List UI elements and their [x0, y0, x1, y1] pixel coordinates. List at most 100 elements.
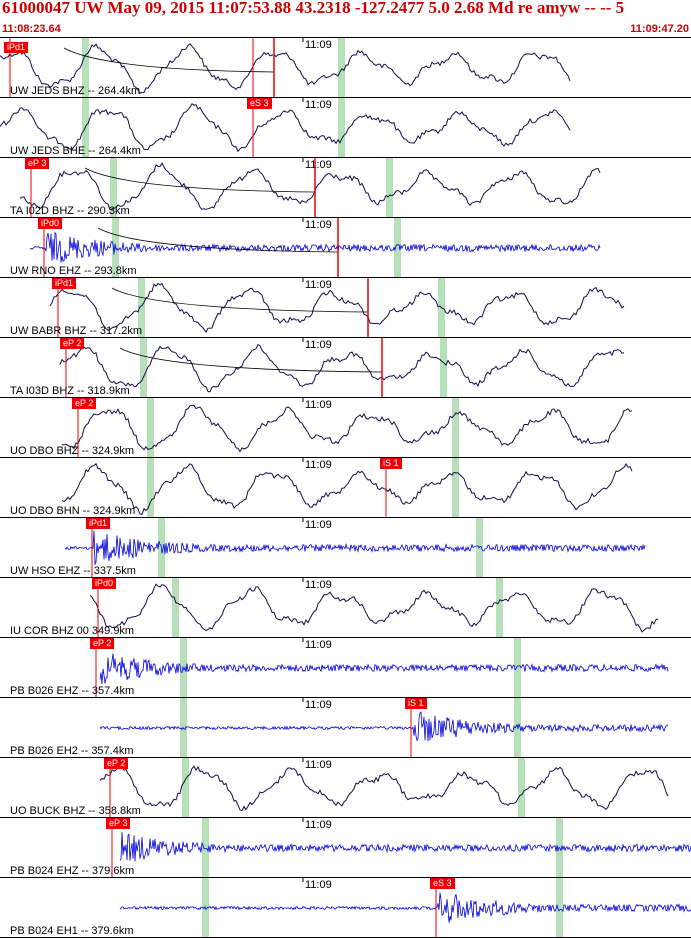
waveform-trace [59, 344, 625, 393]
moveout-band [386, 158, 393, 217]
phase-pick-flag[interactable]: eP 2 [104, 758, 129, 769]
phase-pick-flag[interactable]: eP 2 [72, 398, 97, 409]
waveform-canvas [29, 218, 601, 277]
seismogram-panel[interactable]: 11:09 iPd1 UW HSO EHZ -- 337.5km [0, 517, 691, 577]
seismogram-panel[interactable]: 11:09 eP 2 TA I03D BHZ -- 318.9km [0, 337, 691, 397]
window-start-time: 11:08:23.64 [2, 23, 61, 35]
phase-pick-flag[interactable]: iPd0 [92, 578, 117, 589]
moveout-band [452, 398, 459, 457]
station-label: UO BUCK BHZ -- 358.8km [10, 805, 141, 817]
moveout-band [172, 578, 179, 637]
moveout-band [496, 578, 503, 637]
phase-pick-flag[interactable]: eS 3 [430, 878, 455, 889]
travel-time-curve [63, 47, 275, 73]
waveform-trace [64, 530, 646, 566]
moveout-band [518, 758, 525, 817]
phase-pick-flag[interactable]: iPd0 [38, 218, 63, 229]
minute-label: 11:09 [305, 159, 332, 171]
minute-label: 11:09 [305, 39, 332, 51]
station-label: PB B024 EHZ -- 379.6km [10, 865, 135, 877]
phase-pick-flag[interactable]: iPd1 [86, 518, 111, 529]
seismogram-panel[interactable]: 11:09iPd1eS 3UW JEDS BHZ -- 264.4km [0, 37, 691, 97]
waveform-trace [62, 404, 633, 453]
seismogram-panels[interactable]: 11:09iPd1eS 3UW JEDS BHZ -- 264.4km11:09… [0, 37, 691, 938]
seismogram-panel[interactable]: 11:09 iPd0 IU COR BHZ 00 349.9km [0, 577, 691, 637]
phase-pick-flag[interactable]: iS 1 [405, 698, 427, 709]
phase-pick-flag[interactable]: eP 3 [25, 158, 50, 169]
event-title: 61000047 UW May 09, 2015 11:07:53.88 43.… [2, 0, 625, 17]
waveform-trace [99, 653, 669, 684]
waveform-canvas [49, 278, 625, 337]
waveform-canvas [59, 338, 625, 397]
header-bar: 61000047 UW May 09, 2015 11:07:53.88 43.… [0, 0, 691, 37]
station-label: UO DBO BHN -- 324.9km [10, 505, 136, 517]
station-label: TA I02D BHZ -- 290.3km [10, 205, 130, 217]
moveout-band [140, 338, 147, 397]
station-label: UW JEDS BHE -- 264.4km [10, 145, 141, 157]
seismogram-panel[interactable]: 11:09 iS 1 PB B026 EH2 -- 357.4km [0, 697, 691, 757]
station-label: UW JEDS BHZ -- 264.4km [10, 85, 141, 97]
minute-label: 11:09 [305, 279, 332, 291]
minute-label: 11:09 [305, 759, 332, 771]
seismogram-panel[interactable]: 11:09 eP 2 UO BUCK BHZ -- 358.8km [0, 757, 691, 817]
moveout-band [440, 338, 447, 397]
phase-pick-flag[interactable]: eP 3 [106, 818, 131, 829]
seismogram-panel[interactable]: 11:09 eS 3 PB B024 EH1 -- 379.6km [0, 877, 691, 937]
moveout-band [338, 98, 345, 157]
waveform-trace [0, 103, 571, 153]
moveout-band [82, 38, 89, 97]
station-label: UW HSO EHZ -- 337.5km [10, 565, 136, 577]
waveform-trace [119, 892, 691, 923]
phase-pick-flag[interactable]: iS 1 [380, 458, 402, 469]
travel-time-curve [119, 347, 383, 373]
station-label: IU COR BHZ 00 349.9km [10, 625, 135, 637]
moveout-band [514, 638, 521, 697]
minute-label: 11:09 [305, 519, 332, 531]
phase-pick-flag[interactable]: iPd1 [4, 42, 29, 53]
minute-label: 11:09 [305, 579, 332, 591]
minute-label: 11:09 [305, 219, 332, 231]
station-label: PB B026 EHZ -- 357.4km [10, 685, 135, 697]
seismogram-panel[interactable]: 11:09 eP 2 PB B026 EHZ -- 357.4km [0, 637, 691, 697]
travel-time-curve [111, 287, 369, 313]
waveform-trace [19, 162, 601, 211]
moveout-band [110, 158, 117, 217]
phase-pick-flag[interactable]: eP 2 [90, 638, 115, 649]
minute-label: 11:09 [305, 339, 332, 351]
moveout-band [452, 458, 459, 517]
waveform-canvas [19, 158, 601, 217]
moveout-band [182, 758, 189, 817]
travel-time-curve [84, 167, 316, 193]
seismogram-panel[interactable]: 11:09 eS 3 UW JEDS BHE -- 264.4km [0, 97, 691, 157]
moveout-band [394, 218, 401, 277]
station-label: PB B024 EH1 -- 379.6km [10, 925, 134, 937]
travel-time-curve [97, 227, 339, 253]
station-label: UO DBO BHZ -- 324.9km [10, 445, 135, 457]
moveout-band [180, 698, 187, 757]
waveform-canvas [0, 38, 571, 97]
seismogram-panel[interactable]: 11:09 iS 1 UO DBO BHN -- 324.9km [0, 457, 691, 517]
minute-label: 11:09 [305, 819, 332, 831]
waveform-trace [89, 583, 659, 633]
seismogram-panel[interactable]: 11:09 eP 3 TA I02D BHZ -- 290.3km [0, 157, 691, 217]
moveout-band [338, 38, 345, 97]
moveout-band [138, 278, 145, 337]
moveout-band [147, 398, 154, 457]
waveform-trace [61, 462, 633, 515]
seismogram-panel[interactable]: 11:09 eP 2 UO DBO BHZ -- 324.9km [0, 397, 691, 457]
moveout-band [556, 878, 563, 937]
seismogram-panel[interactable]: 11:09 eP 3 PB B024 EHZ -- 379.6km [0, 817, 691, 877]
minute-label: 11:09 [305, 399, 332, 411]
waveform-trace [29, 231, 601, 263]
seismogram-panel[interactable]: 11:09 iPd0 UW RNO EHZ -- 293.8km [0, 217, 691, 277]
station-label: TA I03D BHZ -- 318.9km [10, 385, 130, 397]
phase-pick-flag[interactable]: eP 2 [60, 338, 85, 349]
window-end-time: 11:09:47.20 [630, 23, 689, 35]
moveout-band [202, 818, 209, 877]
phase-pick-flag[interactable]: iPd1 [52, 278, 77, 289]
minute-label: 11:09 [305, 639, 332, 651]
station-label: UW BABR BHZ -- 317.2km [10, 325, 143, 337]
phase-pick-flag[interactable]: eS 3 [247, 98, 272, 109]
minute-label: 11:09 [305, 99, 332, 111]
seismogram-panel[interactable]: 11:09 iPd1 UW BABR BHZ -- 317.2km [0, 277, 691, 337]
